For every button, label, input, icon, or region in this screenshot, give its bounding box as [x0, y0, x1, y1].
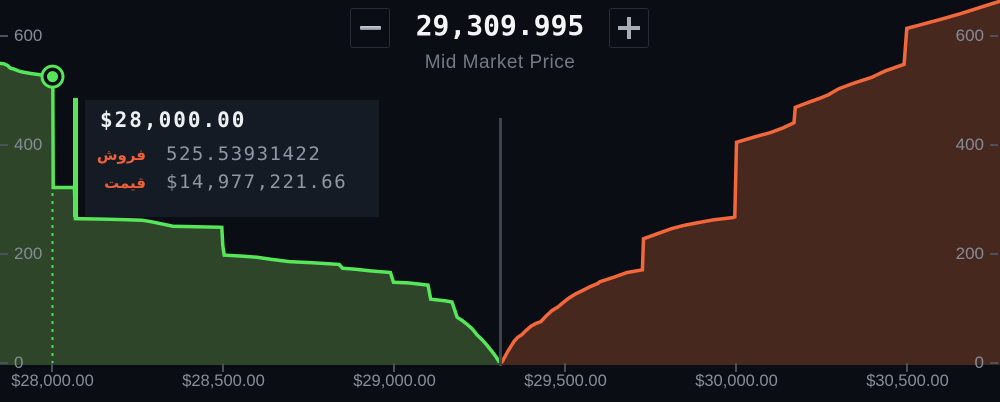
y-axis-tick-mark — [0, 144, 8, 146]
increase-price-button[interactable] — [609, 8, 649, 48]
mid-market-line — [499, 118, 502, 366]
x-axis-label: $30,500.00 — [866, 372, 949, 390]
y-axis-tick-text: 0 — [974, 353, 984, 372]
y-axis-tick-mark — [0, 35, 8, 37]
y-axis-label: 600 — [0, 26, 42, 46]
y-axis-tick-mark — [990, 253, 998, 255]
x-axis-label: $29,500.00 — [524, 372, 607, 390]
decrease-price-button[interactable] — [350, 8, 390, 48]
x-axis-label: $29,000.00 — [353, 372, 436, 390]
y-axis-label: 0 — [975, 353, 998, 373]
y-axis-tick-text: 400 — [955, 135, 984, 154]
x-axis-label: $28,000.00 — [11, 372, 94, 390]
y-axis-tick-mark — [990, 35, 998, 37]
hover-tooltip: $28,000.00 فروش 525.53931422 قیمت $14,977,2… — [85, 100, 379, 217]
tooltip-price-title: $28,000.00 — [100, 108, 247, 132]
tooltip-row-value: $14,977,221.66 — [166, 171, 348, 193]
y-axis-tick-text: 400 — [14, 135, 43, 154]
x-axis-tick-mark — [564, 363, 567, 372]
tooltip-row-label: قیمت — [104, 174, 146, 192]
x-axis-tick-mark — [51, 363, 54, 372]
x-axis-tick-mark — [222, 363, 225, 372]
plus-icon — [618, 17, 640, 39]
ask-line — [499, 0, 1000, 364]
y-axis-tick-mark — [0, 362, 8, 364]
y-axis-tick-text: 600 — [14, 26, 43, 45]
y-axis-label: 400 — [0, 135, 42, 155]
x-axis-label: $28,500.00 — [182, 372, 265, 390]
bid-line — [0, 61, 501, 364]
x-axis-tick-mark — [393, 363, 396, 372]
x-axis-tick-mark — [735, 363, 738, 372]
y-axis-tick-text: 200 — [14, 244, 43, 263]
hover-marker-dot — [46, 71, 58, 83]
x-axis-tick-mark — [906, 363, 909, 372]
x-axis-label: $30,000.00 — [695, 372, 778, 390]
y-axis-label: 200 — [0, 244, 42, 264]
mid-market-price-value: 29,309.995 — [415, 9, 585, 42]
y-axis-label: 600 — [956, 26, 998, 46]
tooltip-row-label: فروش — [96, 146, 146, 164]
y-axis-label: 0 — [0, 353, 23, 373]
bid-area — [0, 63, 500, 365]
minus-icon — [359, 26, 381, 30]
y-axis-tick-text: 200 — [955, 244, 984, 263]
tooltip-row-value: 525.53931422 — [166, 143, 322, 165]
tooltip-row: فروش 525.53931422 — [96, 143, 365, 165]
y-axis-tick-mark — [0, 253, 8, 255]
y-axis-tick-text: 0 — [14, 353, 24, 372]
y-axis-tick-mark — [990, 144, 998, 146]
tooltip-row: قیمت $14,977,221.66 — [100, 171, 365, 193]
mid-market-price-label: Mid Market Price — [424, 52, 576, 73]
y-axis-tick-mark — [990, 362, 998, 364]
tooltip-accent-bar — [73, 98, 78, 217]
y-axis-label: 400 — [956, 135, 998, 155]
y-axis-label: 200 — [956, 244, 998, 264]
y-axis-tick-text: 600 — [955, 26, 984, 45]
